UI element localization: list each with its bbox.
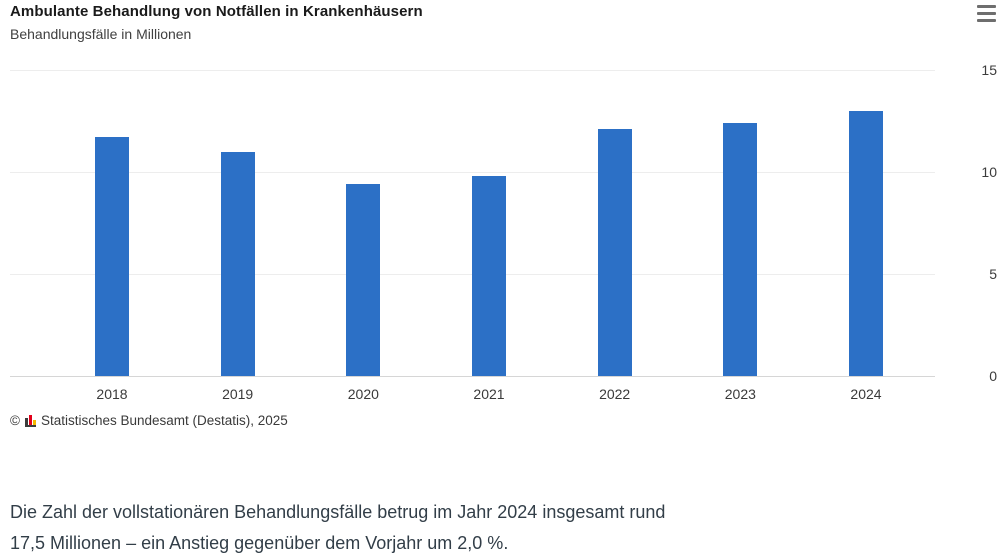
chart-subtitle: Behandlungsfälle in Millionen bbox=[10, 26, 192, 42]
y-axis-tick-label: 15 bbox=[981, 62, 997, 78]
bar-2024[interactable] bbox=[849, 110, 883, 376]
bar-2022[interactable] bbox=[597, 129, 632, 376]
source-label: Statistisches Bundesamt (Destatis), 2025 bbox=[40, 413, 288, 428]
menu-bar bbox=[977, 5, 996, 9]
y-axis-tick-label: 0 bbox=[989, 368, 997, 384]
bar-2023[interactable] bbox=[723, 123, 758, 376]
gridline bbox=[10, 375, 935, 377]
bar-2020[interactable] bbox=[346, 184, 381, 376]
source-line: © Statistisches Bundesamt (Destatis), 20… bbox=[10, 413, 288, 428]
y-axis-tick-label: 10 bbox=[981, 164, 997, 180]
chart-title: Ambulante Behandlung von Notfällen in Kr… bbox=[10, 3, 423, 20]
chart-widget: Ambulante Behandlung von Notfällen in Kr… bbox=[10, 3, 997, 428]
plot-area: 0 5 10 15 2018 2019 2020 2021 2022 2023 2024 bbox=[10, 62, 997, 402]
x-axis-tick-label: 2021 bbox=[473, 386, 505, 402]
gridline bbox=[10, 69, 935, 71]
summary-line-1: Die Zahl der vollstationären Behandlungs… bbox=[10, 502, 666, 522]
y-axis-tick-label: 5 bbox=[989, 266, 997, 282]
menu-bar bbox=[977, 11, 996, 16]
summary-line-2: 17,5 Millionen – ein Anstieg gegenüber d… bbox=[10, 533, 509, 553]
x-axis-tick-label: 2018 bbox=[96, 386, 128, 402]
x-axis-tick-label: 2023 bbox=[724, 386, 756, 402]
menu-bar bbox=[977, 18, 996, 22]
bar-2019[interactable] bbox=[220, 151, 255, 376]
x-axis-tick-label: 2019 bbox=[222, 386, 254, 402]
bar-2018[interactable] bbox=[95, 137, 129, 376]
hamburger-menu-icon[interactable] bbox=[977, 5, 997, 22]
destatis-logo-icon bbox=[24, 414, 36, 427]
copyright-symbol: © bbox=[10, 413, 20, 428]
gridline bbox=[10, 171, 935, 173]
x-axis-tick-label: 2020 bbox=[347, 386, 379, 402]
x-axis-tick-label: 2024 bbox=[850, 386, 882, 402]
bar-2021[interactable] bbox=[472, 176, 506, 376]
x-axis-tick-label: 2022 bbox=[599, 386, 631, 402]
summary-paragraph: Die Zahl der vollstationären Behandlungs… bbox=[10, 497, 665, 553]
